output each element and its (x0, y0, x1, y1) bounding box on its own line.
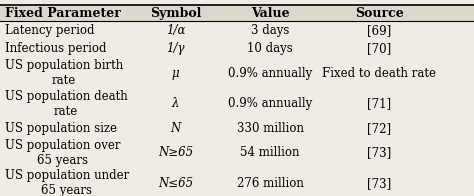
Text: Value: Value (251, 7, 290, 20)
Text: [69]: [69] (367, 24, 392, 37)
Text: [70]: [70] (367, 42, 392, 55)
Text: Symbol: Symbol (150, 7, 201, 20)
Text: Source: Source (355, 7, 403, 20)
Text: N: N (170, 122, 181, 135)
Text: US population under
65 years: US population under 65 years (5, 169, 129, 196)
Text: Fixed Parameter: Fixed Parameter (5, 7, 120, 20)
Text: μ: μ (172, 67, 179, 80)
Text: Infectious period: Infectious period (5, 42, 106, 55)
Text: Latency period: Latency period (5, 24, 94, 37)
Text: 3 days: 3 days (251, 24, 289, 37)
Text: N≥65: N≥65 (158, 146, 193, 159)
Text: 0.9% annually: 0.9% annually (228, 67, 312, 80)
Text: 330 million: 330 million (237, 122, 304, 135)
Text: US population size: US population size (5, 122, 117, 135)
Text: 0.9% annually: 0.9% annually (228, 97, 312, 110)
Text: US population birth
rate: US population birth rate (5, 59, 123, 87)
Text: [72]: [72] (367, 122, 391, 135)
Bar (0, 5, 474, 21)
Text: 276 million: 276 million (237, 177, 304, 190)
Text: 1/γ: 1/γ (166, 42, 185, 55)
Text: [73]: [73] (367, 146, 392, 159)
Text: US population death
rate: US population death rate (5, 90, 128, 118)
Text: 1/α: 1/α (166, 24, 185, 37)
Text: λ: λ (172, 97, 179, 110)
Text: 10 days: 10 days (247, 42, 293, 55)
Text: [71]: [71] (367, 97, 391, 110)
Text: US population over
65 years: US population over 65 years (5, 139, 120, 167)
Text: 54 million: 54 million (240, 146, 300, 159)
Text: [73]: [73] (367, 177, 392, 190)
Text: Fixed to death rate: Fixed to death rate (322, 67, 436, 80)
Text: N≤65: N≤65 (158, 177, 193, 190)
